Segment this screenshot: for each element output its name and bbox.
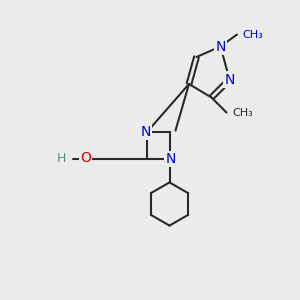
- Text: N: N: [140, 125, 151, 139]
- Text: O: O: [80, 152, 91, 165]
- Text: H: H: [57, 152, 66, 166]
- Text: CH₃: CH₃: [242, 29, 263, 40]
- Text: N: N: [215, 40, 226, 53]
- Text: N: N: [224, 73, 235, 86]
- Text: N: N: [166, 152, 176, 166]
- Text: CH₃: CH₃: [232, 107, 253, 118]
